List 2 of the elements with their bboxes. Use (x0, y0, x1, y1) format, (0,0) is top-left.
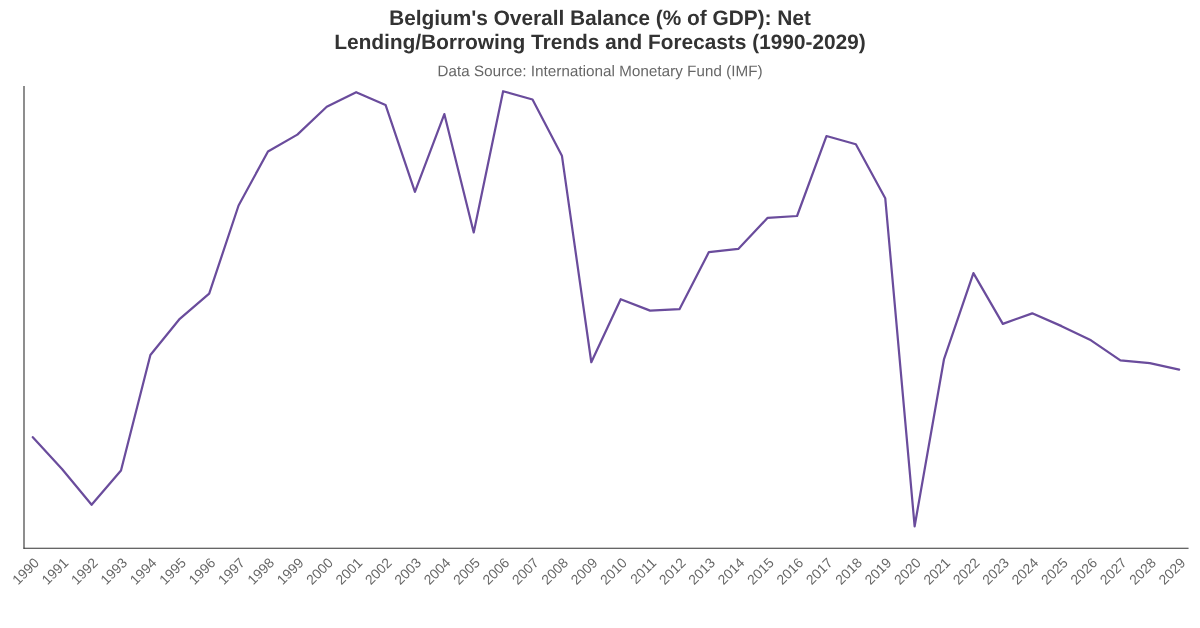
chart-title: Belgium's Overall Balance (% of GDP): Net Lending/Borrowing Trends and Forecasts (1990-2029) (335, 9, 865, 54)
chart-subtitle: Data Source: International Monetary Fund (IMF) (438, 65, 762, 80)
